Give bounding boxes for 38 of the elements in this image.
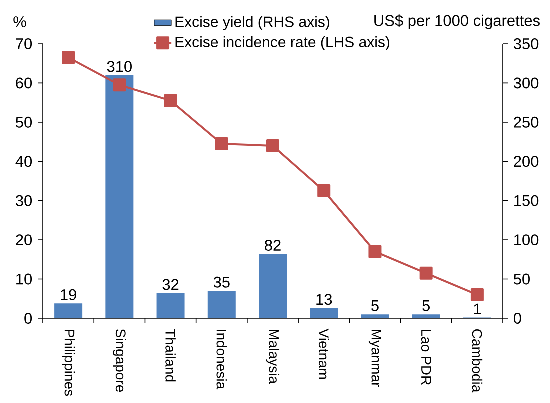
y2-tick-label: 250	[514, 116, 539, 128]
x-tick-label: Myanmar	[368, 330, 382, 387]
x-tick-label: Vietnam	[318, 328, 330, 380]
y-tick-label: 60	[16, 78, 32, 89]
data-label: 310	[107, 61, 132, 72]
x-tick-label: Indonesia	[216, 330, 228, 390]
x-tick-label: Malaysia	[266, 330, 280, 384]
data-label: 1	[474, 304, 481, 314]
y2-tick-label: 150	[514, 195, 539, 206]
data-label: 82	[265, 240, 281, 251]
data-label: 5	[372, 300, 379, 312]
legend-label: Excise incidence rate (LHS axis)	[176, 36, 390, 50]
x-tick-label: Lao PDR	[421, 330, 432, 385]
data-label: 19	[61, 289, 76, 300]
y2-tick-label: 300	[514, 78, 539, 89]
y-tick-label: 70	[16, 38, 32, 50]
y-tick-label: 10	[16, 274, 32, 285]
legend-label: Excise yield (RHS axis)	[176, 16, 330, 30]
y-tick-label: 0	[24, 313, 32, 324]
x-tick-label: Philippines	[62, 330, 76, 396]
y2-tick-label: 350	[514, 38, 539, 50]
x-tick-label: Cambodia	[472, 330, 483, 393]
y2-tick-label: 100	[514, 234, 539, 246]
x-tick-label: Singapore	[113, 329, 126, 392]
y2-axis-title: US$ per 1000 cigarettes	[374, 14, 540, 30]
y2-tick-label: 0	[514, 313, 522, 324]
y-tick-label: 50	[16, 116, 32, 128]
data-label: 5	[422, 300, 430, 312]
y-tick-label: 40	[16, 156, 32, 168]
data-label: 35	[214, 276, 230, 288]
x-tick-label: Thailand	[166, 329, 176, 382]
y-tick-label: 20	[16, 234, 32, 246]
data-label: 13	[316, 294, 332, 306]
y-axis-title: %	[14, 16, 26, 28]
data-label: 32	[162, 279, 179, 290]
y2-tick-label: 200	[514, 156, 539, 168]
y-tick-label: 30	[16, 195, 32, 206]
y2-tick-label: 50	[514, 274, 530, 285]
